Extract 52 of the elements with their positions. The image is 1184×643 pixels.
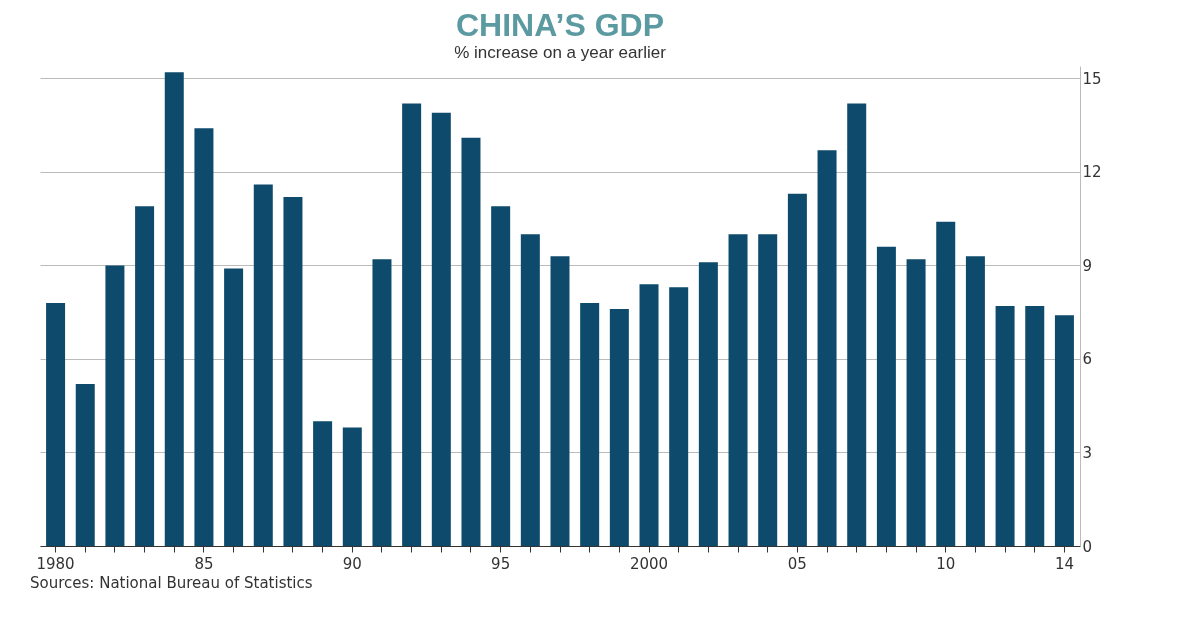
x-tick-label: 90 (342, 554, 362, 573)
bar (1054, 315, 1074, 546)
bar (580, 302, 600, 546)
y-tick-label: 6 (1082, 350, 1093, 369)
y-tick-label: 15 (1082, 69, 1102, 88)
bar (402, 103, 422, 546)
bar (728, 234, 748, 546)
bar (224, 268, 244, 546)
bar (253, 184, 273, 546)
bar (46, 302, 66, 546)
bar (342, 427, 362, 546)
bar (520, 234, 540, 546)
x-tick-label: 05 (787, 554, 807, 573)
bar (609, 309, 629, 546)
bar (936, 221, 956, 546)
y-tick-label: 3 (1082, 443, 1093, 462)
bar (550, 256, 570, 546)
bar (698, 262, 718, 546)
bar (639, 284, 659, 546)
bar (758, 234, 778, 546)
bar (1025, 306, 1045, 546)
bar (965, 256, 985, 546)
y-tick-label: 12 (1082, 163, 1102, 182)
x-tick-label: 85 (194, 554, 214, 573)
y-tick-label: 9 (1082, 256, 1093, 275)
x-tick-label: 1980 (36, 554, 75, 573)
bar (431, 112, 451, 546)
x-tick-label: 2000 (629, 554, 669, 573)
bar (787, 193, 807, 546)
chart-subtitle: % increase on a year earlier (454, 43, 667, 62)
bar (164, 72, 184, 546)
x-tick-label: 14 (1054, 554, 1074, 573)
bar (75, 383, 95, 546)
y-tick-label: 0 (1082, 537, 1093, 556)
bar (847, 103, 867, 546)
bar (135, 206, 155, 546)
bar (313, 421, 333, 546)
bar (669, 287, 689, 546)
bar (491, 206, 511, 546)
bar (995, 306, 1015, 546)
bar (461, 137, 481, 546)
bar (194, 128, 214, 546)
x-tick-label: 95 (491, 554, 511, 573)
chart-title: CHINA’S GDP (455, 7, 665, 43)
bar (906, 259, 926, 546)
x-tick-label: 10 (936, 554, 956, 573)
source-note: Sources: National Bureau of Statistics (30, 574, 313, 592)
bar (876, 246, 896, 546)
bar (283, 196, 303, 546)
bar (105, 265, 125, 546)
bar (372, 259, 392, 546)
bar (817, 150, 837, 546)
